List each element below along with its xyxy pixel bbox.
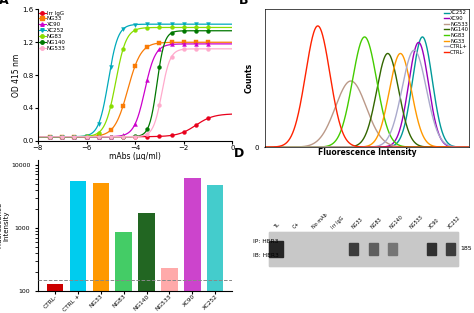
Text: IB: HER3: IB: HER3 — [254, 253, 279, 258]
Bar — [349, 243, 358, 255]
X-axis label: Fluorescence Intensity: Fluorescence Intensity — [318, 148, 417, 157]
Y-axis label: Fluorescence
Intensity: Fluorescence Intensity — [0, 202, 9, 249]
Text: TL: TL — [273, 222, 280, 229]
Bar — [70, 181, 86, 313]
Bar — [92, 182, 109, 313]
Bar — [269, 232, 458, 266]
Bar — [115, 232, 132, 313]
Text: NG140: NG140 — [389, 214, 404, 229]
Text: 185: 185 — [461, 246, 472, 251]
Text: IP: HER3: IP: HER3 — [254, 239, 279, 244]
Y-axis label: OD 415 nm: OD 415 nm — [12, 54, 21, 97]
Bar — [427, 243, 436, 255]
Bar — [184, 178, 201, 313]
Legend: Irr IgG, NG33, XC90, XC252, NG83, NG140, NG533: Irr IgG, NG33, XC90, XC252, NG83, NG140,… — [39, 11, 66, 50]
Bar — [47, 284, 63, 313]
Y-axis label: Counts: Counts — [244, 63, 253, 93]
Bar — [161, 268, 178, 313]
Text: B: B — [239, 0, 248, 7]
Text: XC90: XC90 — [428, 217, 440, 229]
Text: C+: C+ — [292, 221, 301, 229]
Text: NG533: NG533 — [409, 214, 424, 229]
Bar — [269, 241, 283, 257]
Legend: XC252, XC90, NG533, NG140, NG83, NG33, CTRL+, CTRL-: XC252, XC90, NG533, NG140, NG83, NG33, C… — [444, 10, 468, 55]
Bar — [207, 185, 223, 313]
Bar — [369, 243, 378, 255]
Bar — [269, 232, 458, 266]
Bar — [138, 213, 155, 313]
Bar — [388, 243, 397, 255]
Text: A: A — [0, 0, 9, 7]
Text: D: D — [234, 147, 244, 160]
Text: Irr IgG: Irr IgG — [331, 215, 346, 229]
Bar — [446, 243, 456, 255]
Text: XC252: XC252 — [447, 215, 462, 229]
Text: NG83: NG83 — [370, 216, 383, 229]
Text: No mAb: No mAb — [311, 212, 329, 229]
Text: NG33: NG33 — [350, 216, 364, 229]
X-axis label: mAbs (μg/ml): mAbs (μg/ml) — [109, 152, 161, 162]
